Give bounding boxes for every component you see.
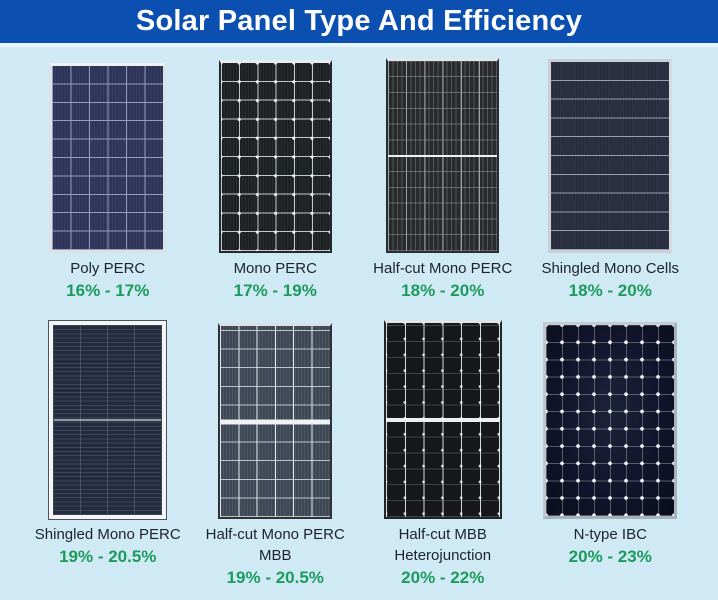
panel-efficiency-value: 20% - 23% <box>568 547 652 566</box>
shingled-mono-cells-panel-image <box>548 59 673 253</box>
panel-efficiency-value: 19% - 20.5% <box>226 568 324 587</box>
mono-perc-panel-image <box>218 60 332 253</box>
panel-efficiency-value: 18% - 20% <box>401 281 485 300</box>
panel-image-wrapper <box>24 301 192 520</box>
panel-efficiency-value: 20% - 22% <box>401 568 485 587</box>
panel-type-label: Half-cut MBB Heterojunction <box>394 526 492 564</box>
panel-type-label: Half-cut Mono PERC <box>373 260 513 277</box>
panel-type-label: Mono PERC <box>233 260 317 277</box>
header-banner: Solar Panel Type And Efficiency <box>0 0 718 47</box>
page-title: Solar Panel Type And Efficiency <box>135 5 583 37</box>
panel-grid: Poly PERC 16% - 17% Mono PERC 17% - 19% Half… <box>0 47 718 588</box>
panel-image-wrapper <box>359 55 527 253</box>
panel-type-label: Shingled Mono PERC <box>34 526 181 543</box>
panel-type-label: Half-cut Mono PERC MBB <box>205 526 345 564</box>
shingled-mono-perc-panel-image <box>48 320 168 520</box>
panel-type-label: Shingled Mono Cells <box>541 260 680 277</box>
panel-card: Poly PERC 16% - 17% <box>24 55 192 301</box>
panel-efficiency-value: 16% - 17% <box>66 281 150 300</box>
panel-card: Half-cut Mono PERC MBB 19% - 20.5% <box>192 301 360 588</box>
panel-card: Mono PERC 17% - 19% <box>192 55 360 301</box>
ntype-ibc-panel-image <box>543 322 678 519</box>
panel-card: Shingled Mono Cells 18% - 20% <box>527 55 695 301</box>
panel-card: Shingled Mono PERC 19% - 20.5% <box>24 301 192 588</box>
panel-image-wrapper <box>359 301 527 519</box>
halfcut-mono-perc-panel-image <box>386 58 500 253</box>
halfcut-mbb-heterojunction-panel-image <box>383 320 502 519</box>
panel-efficiency-value: 19% - 20.5% <box>59 547 157 566</box>
poly-perc-panel-image <box>49 63 167 253</box>
panel-type-label: N-type IBC <box>573 526 647 543</box>
panel-image-wrapper <box>192 55 360 253</box>
panel-type-label: Poly PERC <box>70 260 146 277</box>
panel-card: Half-cut MBB Heterojunction 20% - 22% <box>359 301 527 588</box>
panel-image-wrapper <box>24 55 192 253</box>
panel-efficiency-value: 18% - 20% <box>568 281 652 300</box>
panel-card: N-type IBC 20% - 23% <box>527 301 695 588</box>
panel-image-wrapper <box>527 301 695 519</box>
halfcut-mono-perc-mbb-panel-image <box>218 323 333 519</box>
panel-image-wrapper <box>527 55 695 253</box>
panel-card: Half-cut Mono PERC 18% - 20% <box>359 55 527 301</box>
panel-image-wrapper <box>192 301 360 519</box>
panel-efficiency-value: 17% - 19% <box>233 281 317 300</box>
